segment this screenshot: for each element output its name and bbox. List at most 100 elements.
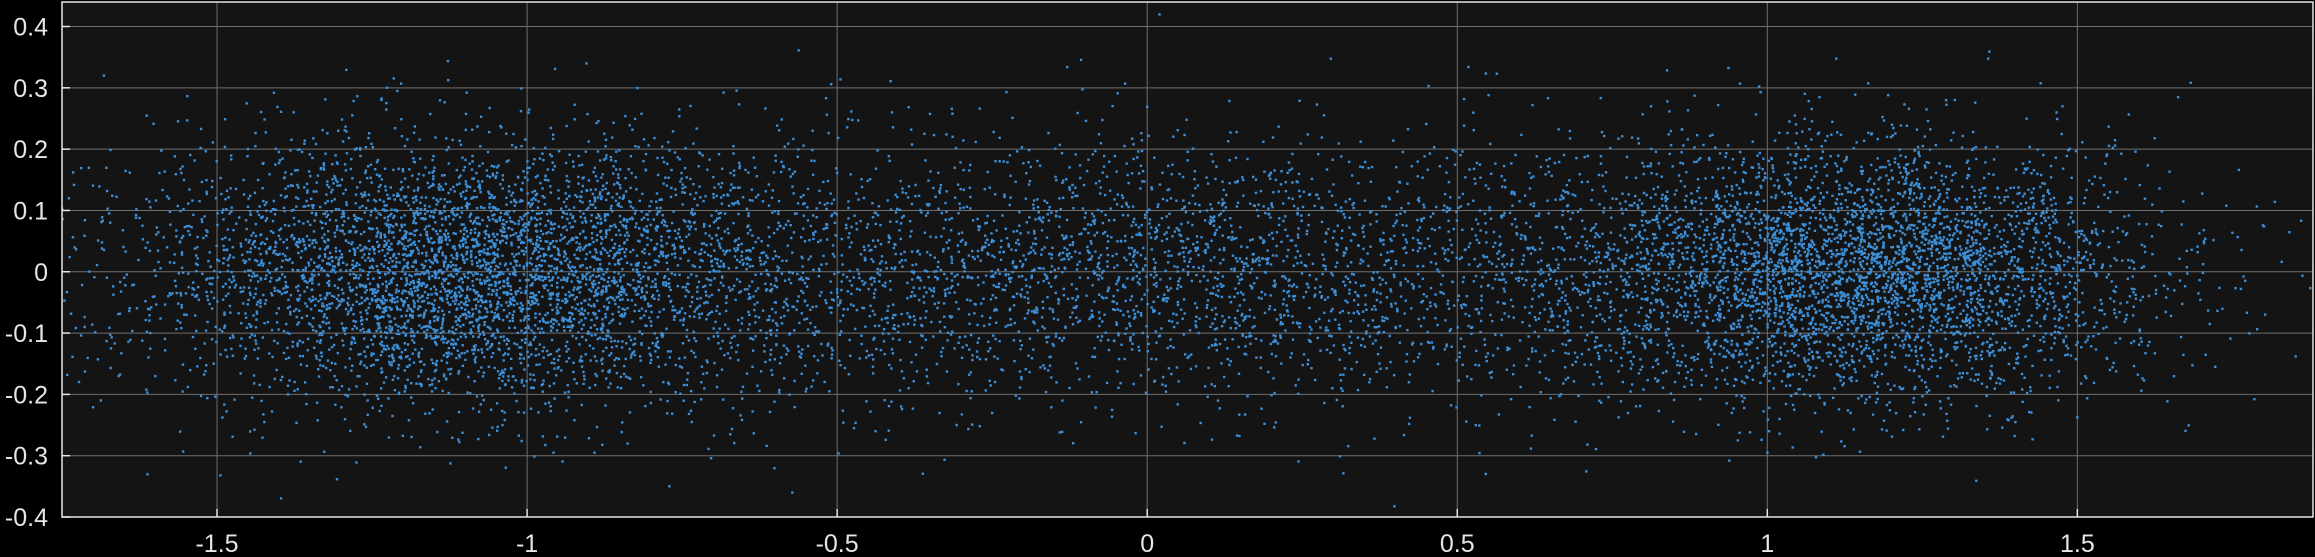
data-point xyxy=(620,290,624,293)
data-point xyxy=(959,207,962,210)
data-point xyxy=(299,256,303,259)
data-point xyxy=(1887,234,1891,238)
data-point xyxy=(1058,252,1062,255)
data-point xyxy=(499,286,502,290)
data-point xyxy=(1264,211,1267,215)
data-point xyxy=(748,265,752,268)
data-point xyxy=(296,342,299,345)
data-point xyxy=(1918,183,1921,186)
data-point xyxy=(1614,264,1617,268)
data-point xyxy=(1166,188,1169,192)
data-point xyxy=(1326,296,1330,299)
data-point xyxy=(1755,270,1758,273)
data-point xyxy=(1620,207,1623,210)
data-point xyxy=(1693,94,1696,97)
data-point xyxy=(1466,375,1469,378)
data-point xyxy=(741,397,744,400)
data-point xyxy=(548,292,551,296)
data-point xyxy=(1945,412,1948,416)
data-point xyxy=(1966,264,1969,267)
data-point xyxy=(961,346,964,349)
data-point xyxy=(1897,192,1900,195)
data-point xyxy=(1331,274,1334,277)
data-point xyxy=(1288,284,1291,287)
data-point xyxy=(1740,252,1743,255)
data-point xyxy=(1496,301,1499,304)
data-point xyxy=(1833,344,1836,347)
data-point xyxy=(1996,145,1999,148)
data-point xyxy=(2004,341,2007,345)
data-point xyxy=(1911,169,1914,172)
data-point xyxy=(1786,131,1789,135)
data-point xyxy=(1911,268,1915,271)
data-point xyxy=(719,265,722,268)
data-point xyxy=(995,285,998,288)
data-point xyxy=(466,350,469,353)
data-point xyxy=(490,193,493,197)
data-point xyxy=(838,333,841,336)
data-point xyxy=(875,347,878,351)
data-point xyxy=(576,303,579,306)
data-point xyxy=(1822,323,1825,326)
data-point xyxy=(1861,227,1864,230)
data-point xyxy=(457,353,461,357)
data-point xyxy=(300,249,304,253)
data-point xyxy=(284,171,287,174)
data-point xyxy=(1794,208,1797,211)
data-point xyxy=(461,281,464,284)
data-point xyxy=(615,251,619,254)
data-point xyxy=(610,340,613,343)
data-point xyxy=(1214,342,1217,346)
data-point xyxy=(625,342,628,345)
data-point xyxy=(1154,237,1157,240)
data-point xyxy=(1263,170,1266,173)
data-point xyxy=(546,371,550,374)
data-point xyxy=(501,369,504,372)
data-point xyxy=(240,337,243,340)
data-point xyxy=(1850,358,1854,362)
data-point xyxy=(1540,268,1543,271)
data-point xyxy=(1259,366,1262,370)
data-point xyxy=(180,327,183,330)
data-point xyxy=(1211,322,1214,325)
data-point xyxy=(1649,196,1653,199)
data-point xyxy=(2300,219,2303,222)
data-point xyxy=(489,265,493,268)
data-point xyxy=(291,345,294,348)
data-point xyxy=(1036,159,1039,163)
data-point xyxy=(1237,372,1241,375)
data-point xyxy=(431,182,435,186)
data-point xyxy=(1297,392,1300,395)
data-point xyxy=(884,317,887,320)
data-point xyxy=(1191,194,1195,197)
data-point xyxy=(193,247,197,250)
data-point xyxy=(227,292,230,295)
data-point xyxy=(1969,285,1972,289)
data-point xyxy=(1490,376,1493,379)
data-point xyxy=(311,206,315,210)
data-point xyxy=(862,245,866,248)
data-point xyxy=(325,366,328,370)
data-point xyxy=(1056,318,1060,321)
data-point xyxy=(1928,335,1931,338)
data-point xyxy=(561,210,565,214)
data-point xyxy=(1274,178,1278,182)
data-point xyxy=(1426,168,1429,171)
data-point xyxy=(633,212,637,215)
data-point xyxy=(1726,349,1729,352)
data-point xyxy=(340,118,344,121)
data-point xyxy=(770,307,774,311)
data-point xyxy=(242,193,246,196)
data-point xyxy=(1088,251,1091,255)
data-point xyxy=(2125,232,2129,235)
data-point xyxy=(1137,150,1140,153)
data-point xyxy=(465,252,468,256)
data-point xyxy=(1677,288,1680,292)
data-point xyxy=(404,248,407,251)
data-point xyxy=(1969,245,1972,248)
data-point xyxy=(1005,90,1008,94)
data-point xyxy=(2154,292,2158,295)
data-point xyxy=(1893,157,1897,160)
data-point xyxy=(1721,300,1724,304)
data-point xyxy=(496,273,500,277)
